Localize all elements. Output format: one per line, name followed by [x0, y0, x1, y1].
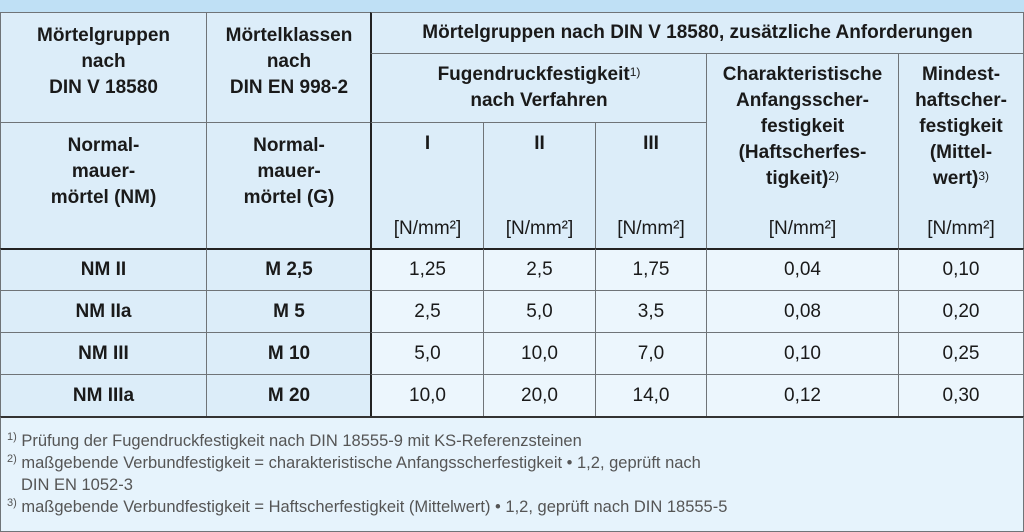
table-cell-v1: 2,5 [370, 290, 484, 333]
table-cell-v3: 7,0 [595, 332, 707, 375]
footnotes: 1) Prüfung der Fugendruckfestigkeit nach… [0, 416, 1024, 532]
header-text: DIN EN 998-2 [229, 77, 349, 98]
header-text: Mörtelklassen [225, 25, 353, 46]
header-text: tigkeit)2) [723, 166, 882, 192]
header-text: mauer- [257, 161, 321, 182]
header-normal-mortar-g: Normal- mauer- mörtel (G) [206, 122, 372, 249]
header-text: wert) [932, 168, 979, 189]
footnote-text: maßgebende Verbundfestigkeit = Haftscher… [21, 498, 728, 516]
unit-label: [N/mm²] [617, 218, 685, 239]
header-additional-requirements: Mörtelgruppen nach DIN V 18580, zusätzli… [370, 12, 1024, 54]
header-text: Mindest- [921, 64, 1001, 85]
table-cell-char: 0,10 [706, 332, 899, 375]
footnote-2: 2) maßgebende Verbundfestigkeit = charak… [7, 452, 1017, 474]
header-text-block: Charakteristische Anfangsscher- festigke… [723, 62, 882, 192]
header-text: Mörtelgruppen nach DIN V 18580, zusätzli… [422, 22, 973, 43]
table-cell-v2: 10,0 [483, 332, 596, 375]
header-text: DIN V 18580 [49, 77, 158, 98]
table-cell-mind: 0,30 [898, 374, 1024, 417]
header-text: Fugendruckfestigkeit [437, 64, 630, 85]
header-text: mörtel (NM) [50, 187, 157, 208]
header-text: haftscher- [915, 90, 1007, 111]
table-cell-group: NM III [0, 332, 207, 375]
header-text: nach Verfahren [470, 90, 608, 111]
header-text: III [643, 133, 659, 154]
table-cell-v2: 2,5 [483, 248, 596, 291]
footnote-3: 3) maßgebende Verbundfestigkeit = Haftsc… [7, 496, 1017, 518]
header-text: nach [266, 51, 312, 72]
table-cell-class: M 20 [206, 374, 372, 417]
header-text-block: Mindest- haftscher- festigkeit (Mittel- … [915, 62, 1007, 192]
header-text: mauer- [71, 161, 136, 182]
header-char-shear: Charakteristische Anfangsscher- festigke… [706, 53, 899, 249]
unit-label: [N/mm²] [393, 218, 462, 239]
header-text: Normal- [67, 135, 140, 156]
header-min-shear: Mindest- haftscher- festigkeit (Mittel- … [898, 53, 1024, 249]
unit-label: [N/mm²] [768, 218, 837, 239]
footnote-text: maßgebende Verbundfestigkeit = charakter… [21, 454, 701, 472]
header-method-3: III [N/mm²] [595, 122, 707, 249]
header-text: festigkeit [760, 116, 845, 137]
table-cell-v3: 1,75 [595, 248, 707, 291]
footnote-mark: 1) [7, 431, 17, 443]
footnote-mark: 2) [7, 453, 17, 465]
footnote-mark: 3) [7, 497, 17, 509]
table-cell-mind: 0,10 [898, 248, 1024, 291]
header-text: mörtel (G) [243, 187, 335, 208]
header-method-2: II [N/mm²] [483, 122, 596, 249]
header-mortar-groups: Mörtelgruppen nach DIN V 18580 [0, 12, 207, 123]
footnote-ref: 2) [828, 169, 839, 183]
header-joint-compression: Fugendruckfestigkeit1) nach Verfahren [370, 53, 707, 123]
header-text: I [424, 133, 431, 154]
table-cell-group: NM IIIa [0, 374, 207, 417]
table-cell-v2: 20,0 [483, 374, 596, 417]
table-cell-char: 0,12 [706, 374, 899, 417]
table-cell-v1: 10,0 [370, 374, 484, 417]
header-normal-mortar-nm: Normal- mauer- mörtel (NM) [0, 122, 207, 249]
header-text: tigkeit) [766, 168, 829, 189]
header-text: II [534, 133, 545, 154]
table-cell-char: 0,04 [706, 248, 899, 291]
footnote-text: DIN EN 1052-3 [21, 476, 133, 494]
table-cell-v1: 5,0 [370, 332, 484, 375]
table-cell-group: NM II [0, 248, 207, 291]
table-cell-mind: 0,25 [898, 332, 1024, 375]
table-cell-class: M 2,5 [206, 248, 372, 291]
footnote-ref: 1) [629, 65, 641, 79]
table-cell-group: NM IIa [0, 290, 207, 333]
header-text: Normal- [253, 135, 325, 156]
header-text: festigkeit [919, 116, 1003, 137]
unit-label: [N/mm²] [927, 218, 995, 239]
header-mortar-classes: Mörtelklassen nach DIN EN 998-2 [206, 12, 372, 123]
table-cell-class: M 5 [206, 290, 372, 333]
header-text: Fugendruckfestigkeit1) [438, 62, 641, 88]
table-cell-v3: 14,0 [595, 374, 707, 417]
header-text: nach [81, 51, 126, 72]
table-cell-mind: 0,20 [898, 290, 1024, 333]
header-text: Charakteristische [722, 64, 883, 85]
header-text: (Haftscherfes- [738, 142, 867, 163]
header-text: wert)3) [915, 166, 1007, 192]
top-band [0, 0, 1024, 12]
table-cell-v3: 3,5 [595, 290, 707, 333]
footnote-text: Prüfung der Fugendruckfestigkeit nach DI… [21, 432, 582, 450]
header-text: Anfangsscher- [735, 90, 870, 111]
table-cell-class: M 10 [206, 332, 372, 375]
header-text: Mörtelgruppen [37, 25, 170, 46]
header-text: (Mittel- [929, 142, 993, 163]
table-cell-v1: 1,25 [370, 248, 484, 291]
footnote-1: 1) Prüfung der Fugendruckfestigkeit nach… [7, 430, 1017, 452]
footnote-ref: 3) [978, 169, 990, 183]
unit-label: [N/mm²] [505, 218, 574, 239]
table-cell-v2: 5,0 [483, 290, 596, 333]
table-cell-char: 0,08 [706, 290, 899, 333]
header-method-1: I [N/mm²] [370, 122, 484, 249]
